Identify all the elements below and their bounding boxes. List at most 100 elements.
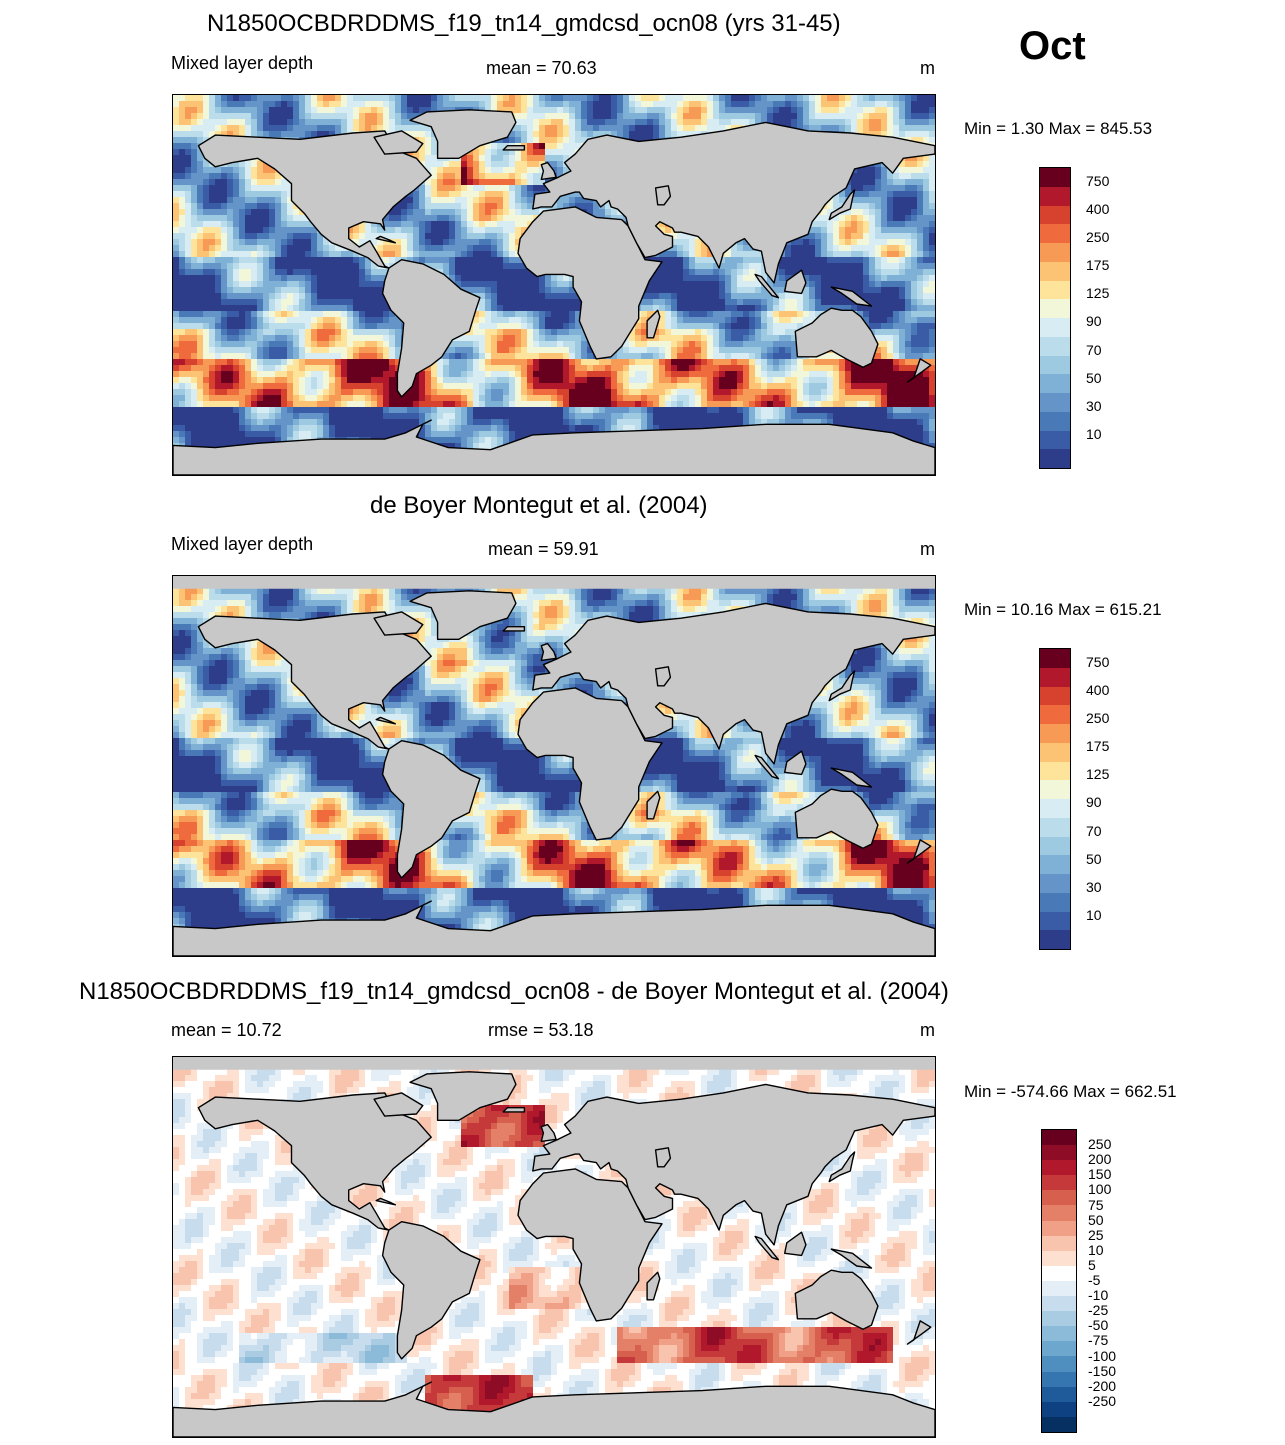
panel1-minmax: Min = 1.30 Max = 845.53 <box>964 119 1152 139</box>
continents <box>173 1071 935 1437</box>
colorbar-swatch <box>1040 724 1070 743</box>
colorbar-label: -50 <box>1088 1317 1108 1333</box>
landmass-africa <box>517 206 663 360</box>
colorbar-swatch <box>1042 1130 1076 1146</box>
continents <box>173 590 935 956</box>
colorbar-label: 250 <box>1086 710 1109 726</box>
panel1-title: N1850OCBDRDDMS_f19_tn14_gmdcsd_ocn08 (yr… <box>207 10 841 38</box>
colorbar-label: 750 <box>1086 654 1109 670</box>
panel3-minmax: Min = -574.66 Max = 662.51 <box>964 1082 1177 1102</box>
landmass-baffin <box>373 1092 424 1117</box>
colorbar-swatch <box>1040 836 1070 856</box>
colorbar-label: 50 <box>1086 851 1102 867</box>
colorbar-label: 30 <box>1086 398 1102 414</box>
colorbar-swatch <box>1042 1416 1076 1432</box>
colorbar-swatch <box>1042 1250 1076 1266</box>
landmass-sumatra <box>754 273 780 299</box>
colorbar-swatch <box>1040 243 1070 262</box>
colorbar-swatch <box>1040 430 1070 450</box>
colorbar-swatch <box>1040 449 1070 468</box>
colorbar-label: 75 <box>1088 1197 1104 1213</box>
panel3-title: N1850OCBDRDDMS_f19_tn14_gmdcsd_ocn08 - d… <box>79 978 949 1006</box>
landmass-sumatra <box>754 1235 780 1261</box>
panel1-mean: mean = 70.63 <box>486 58 597 79</box>
colorbar-label: 250 <box>1088 1136 1111 1152</box>
colorbar-swatch <box>1042 1280 1076 1297</box>
landmass-caspian_land <box>654 1147 672 1168</box>
colorbar-swatch <box>1040 667 1070 687</box>
colorbar-label: 250 <box>1086 229 1109 245</box>
panel3-mean: mean = 10.72 <box>171 1020 282 1041</box>
colorbar-label: 175 <box>1086 738 1109 754</box>
panel2-variable-label: Mixed layer depth <box>171 534 313 555</box>
colorbar-label: -10 <box>1088 1287 1108 1303</box>
panel3-colorbar <box>1041 1129 1077 1433</box>
map-canvas <box>173 1057 935 1437</box>
colorbar-swatch <box>1042 1326 1076 1342</box>
colorbar-label: -75 <box>1088 1332 1108 1348</box>
colorbar-swatch <box>1040 393 1070 412</box>
colorbar-swatch <box>1042 1190 1076 1206</box>
landmass-antarctica <box>173 419 935 475</box>
colorbar-label: -5 <box>1088 1272 1100 1288</box>
landmass-newguinea <box>830 286 873 307</box>
colorbar-label: 25 <box>1088 1227 1104 1243</box>
colorbar-swatch <box>1042 1311 1076 1327</box>
landmass-cuba <box>375 235 397 244</box>
colorbar-swatch <box>1042 1265 1076 1281</box>
landmass-baffin <box>373 611 424 636</box>
map-canvas <box>173 576 935 956</box>
colorbar-swatch <box>1040 336 1070 356</box>
landmass-japan <box>828 189 856 221</box>
colorbar-swatch <box>1042 1296 1076 1312</box>
colorbar-swatch <box>1040 299 1070 318</box>
landmass-uk <box>540 1123 557 1143</box>
colorbar-label: 125 <box>1086 285 1109 301</box>
landmass-caspian_land <box>654 666 672 687</box>
colorbar-swatch <box>1040 705 1070 724</box>
colorbar-label: 10 <box>1086 907 1102 923</box>
colorbar-swatch <box>1040 742 1070 762</box>
colorbar-swatch <box>1040 686 1070 706</box>
colorbar-label: 125 <box>1086 766 1109 782</box>
continents <box>173 109 935 475</box>
colorbar-label: 70 <box>1086 342 1102 358</box>
colorbar-swatch <box>1042 1341 1076 1357</box>
colorbar-swatch <box>1040 930 1070 949</box>
map-canvas <box>173 95 935 475</box>
colorbar-swatch <box>1040 911 1070 931</box>
landmass-cuba <box>375 1197 397 1206</box>
colorbar-label: 175 <box>1086 257 1109 273</box>
landmass-madagascar <box>646 790 661 820</box>
landmass-newguinea <box>830 1248 873 1269</box>
colorbar-label: 400 <box>1086 201 1109 217</box>
colorbar-label: -100 <box>1088 1348 1116 1364</box>
colorbar-swatch <box>1040 761 1070 781</box>
colorbar-swatch <box>1042 1205 1076 1221</box>
colorbar-swatch <box>1042 1371 1076 1387</box>
landmass-uk <box>540 642 557 662</box>
landmass-cuba <box>375 716 397 725</box>
colorbar-label: 90 <box>1086 313 1102 329</box>
colorbar-swatch <box>1040 261 1070 281</box>
colorbar-swatch <box>1042 1175 1076 1191</box>
colorbar-label: 5 <box>1088 1257 1096 1273</box>
colorbar-swatch <box>1040 780 1070 799</box>
colorbar-swatch <box>1042 1220 1076 1236</box>
colorbar-label: 50 <box>1088 1212 1104 1228</box>
colorbar-swatch <box>1042 1160 1076 1176</box>
colorbar-label: 100 <box>1088 1181 1111 1197</box>
colorbar-swatch <box>1040 892 1070 912</box>
colorbar-label: 70 <box>1086 823 1102 839</box>
panel1-map <box>172 94 936 476</box>
landmass-caspian_land <box>654 185 672 206</box>
panel2-map <box>172 575 936 957</box>
colorbar-swatch <box>1040 168 1070 187</box>
colorbar-label: 90 <box>1086 794 1102 810</box>
panel2-title: de Boyer Montegut et al. (2004) <box>370 492 708 520</box>
colorbar-swatch <box>1042 1356 1076 1372</box>
colorbar-label: 10 <box>1088 1242 1104 1258</box>
landmass-madagascar <box>646 309 661 339</box>
colorbar-label: -200 <box>1088 1378 1116 1394</box>
landmass-eurasia <box>532 602 935 765</box>
